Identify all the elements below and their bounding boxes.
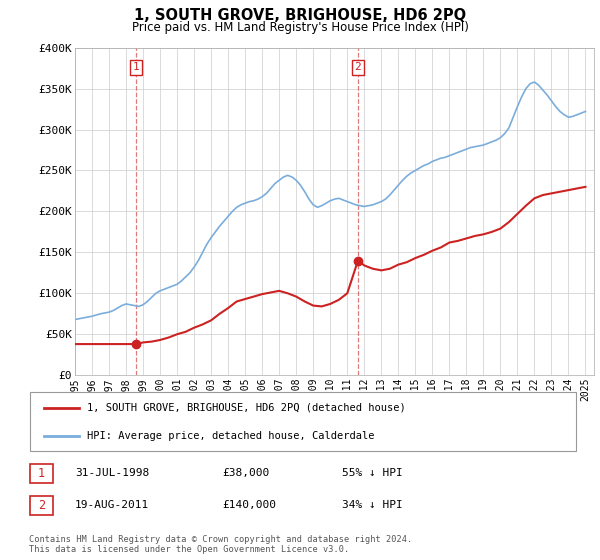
- Text: 31-JUL-1998: 31-JUL-1998: [75, 468, 149, 478]
- Text: 1, SOUTH GROVE, BRIGHOUSE, HD6 2PQ: 1, SOUTH GROVE, BRIGHOUSE, HD6 2PQ: [134, 8, 466, 24]
- Text: 1, SOUTH GROVE, BRIGHOUSE, HD6 2PQ (detached house): 1, SOUTH GROVE, BRIGHOUSE, HD6 2PQ (deta…: [88, 403, 406, 413]
- FancyBboxPatch shape: [30, 496, 53, 515]
- Text: Contains HM Land Registry data © Crown copyright and database right 2024.
This d: Contains HM Land Registry data © Crown c…: [29, 535, 412, 554]
- Text: 55% ↓ HPI: 55% ↓ HPI: [342, 468, 403, 478]
- Text: £140,000: £140,000: [222, 500, 276, 510]
- Text: 2: 2: [38, 498, 45, 512]
- Text: 1: 1: [38, 466, 45, 480]
- FancyBboxPatch shape: [30, 464, 53, 483]
- FancyBboxPatch shape: [30, 392, 576, 451]
- Text: 2: 2: [355, 62, 361, 72]
- Text: Price paid vs. HM Land Registry's House Price Index (HPI): Price paid vs. HM Land Registry's House …: [131, 21, 469, 34]
- Text: £38,000: £38,000: [222, 468, 269, 478]
- Text: 19-AUG-2011: 19-AUG-2011: [75, 500, 149, 510]
- Text: HPI: Average price, detached house, Calderdale: HPI: Average price, detached house, Cald…: [88, 431, 375, 441]
- Text: 1: 1: [133, 62, 139, 72]
- Text: 34% ↓ HPI: 34% ↓ HPI: [342, 500, 403, 510]
